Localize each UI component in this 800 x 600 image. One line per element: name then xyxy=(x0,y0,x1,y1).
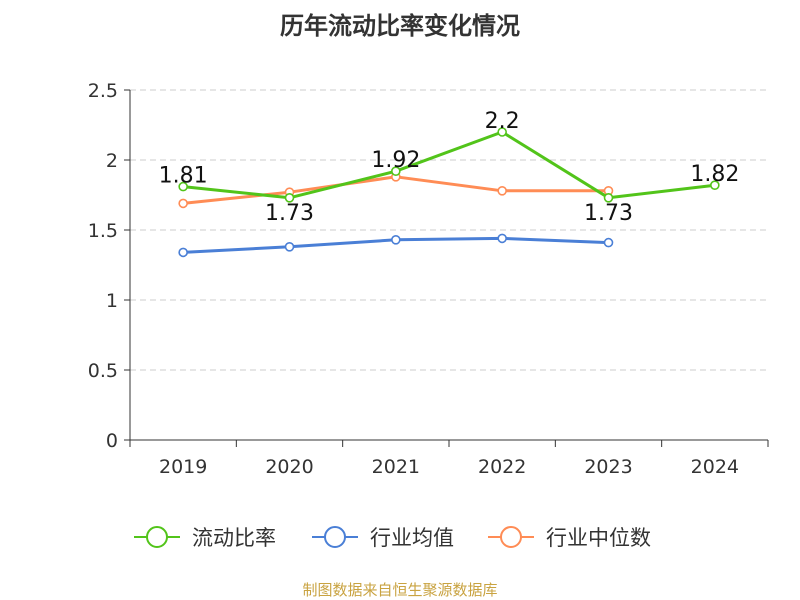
data-point xyxy=(497,127,507,137)
data-point xyxy=(178,181,188,192)
data-point xyxy=(497,186,507,196)
series-line xyxy=(183,130,716,200)
legend-label: 行业均值 xyxy=(370,526,454,550)
legend-label: 流动比率 xyxy=(192,526,276,550)
x-tick-label: 2020 xyxy=(265,456,313,478)
y-tick-label: 1.5 xyxy=(88,220,118,242)
y-tick-label: 0 xyxy=(106,430,118,452)
data-point xyxy=(710,180,720,190)
data-label: 1.82 xyxy=(690,162,739,187)
y-tick-label: 1 xyxy=(106,290,118,312)
data-label: 1.73 xyxy=(584,201,633,226)
x-tick-label: 2019 xyxy=(159,456,207,478)
x-tick-label: 2024 xyxy=(691,456,739,478)
data-point xyxy=(603,237,614,248)
x-tick-label: 2021 xyxy=(372,456,420,478)
data-point xyxy=(284,242,295,252)
y-tick-label: 2 xyxy=(106,150,118,172)
data-point xyxy=(391,166,401,176)
data-label: 1.81 xyxy=(159,164,208,189)
source-note: 制图数据来自恒生聚源数据库 xyxy=(302,581,498,599)
y-tick-label: 2.5 xyxy=(88,80,118,102)
data-point xyxy=(391,235,401,245)
data-point xyxy=(284,193,295,203)
legend-label: 行业中位数 xyxy=(546,526,651,550)
data-label: 2.2 xyxy=(485,109,520,134)
legend-marker xyxy=(146,526,168,548)
legend-marker xyxy=(324,526,346,548)
data-point xyxy=(497,233,507,244)
data-point xyxy=(603,193,614,203)
data-point xyxy=(178,247,188,258)
chart-title: 历年流动比率变化情况 xyxy=(280,12,520,40)
data-label: 1.73 xyxy=(265,201,314,226)
data-point xyxy=(178,198,188,209)
y-tick-label: 0.5 xyxy=(88,360,118,382)
legend-marker xyxy=(500,526,522,548)
x-tick-label: 2023 xyxy=(584,456,632,478)
x-tick-label: 2022 xyxy=(478,456,526,478)
data-label: 1.92 xyxy=(371,148,420,173)
